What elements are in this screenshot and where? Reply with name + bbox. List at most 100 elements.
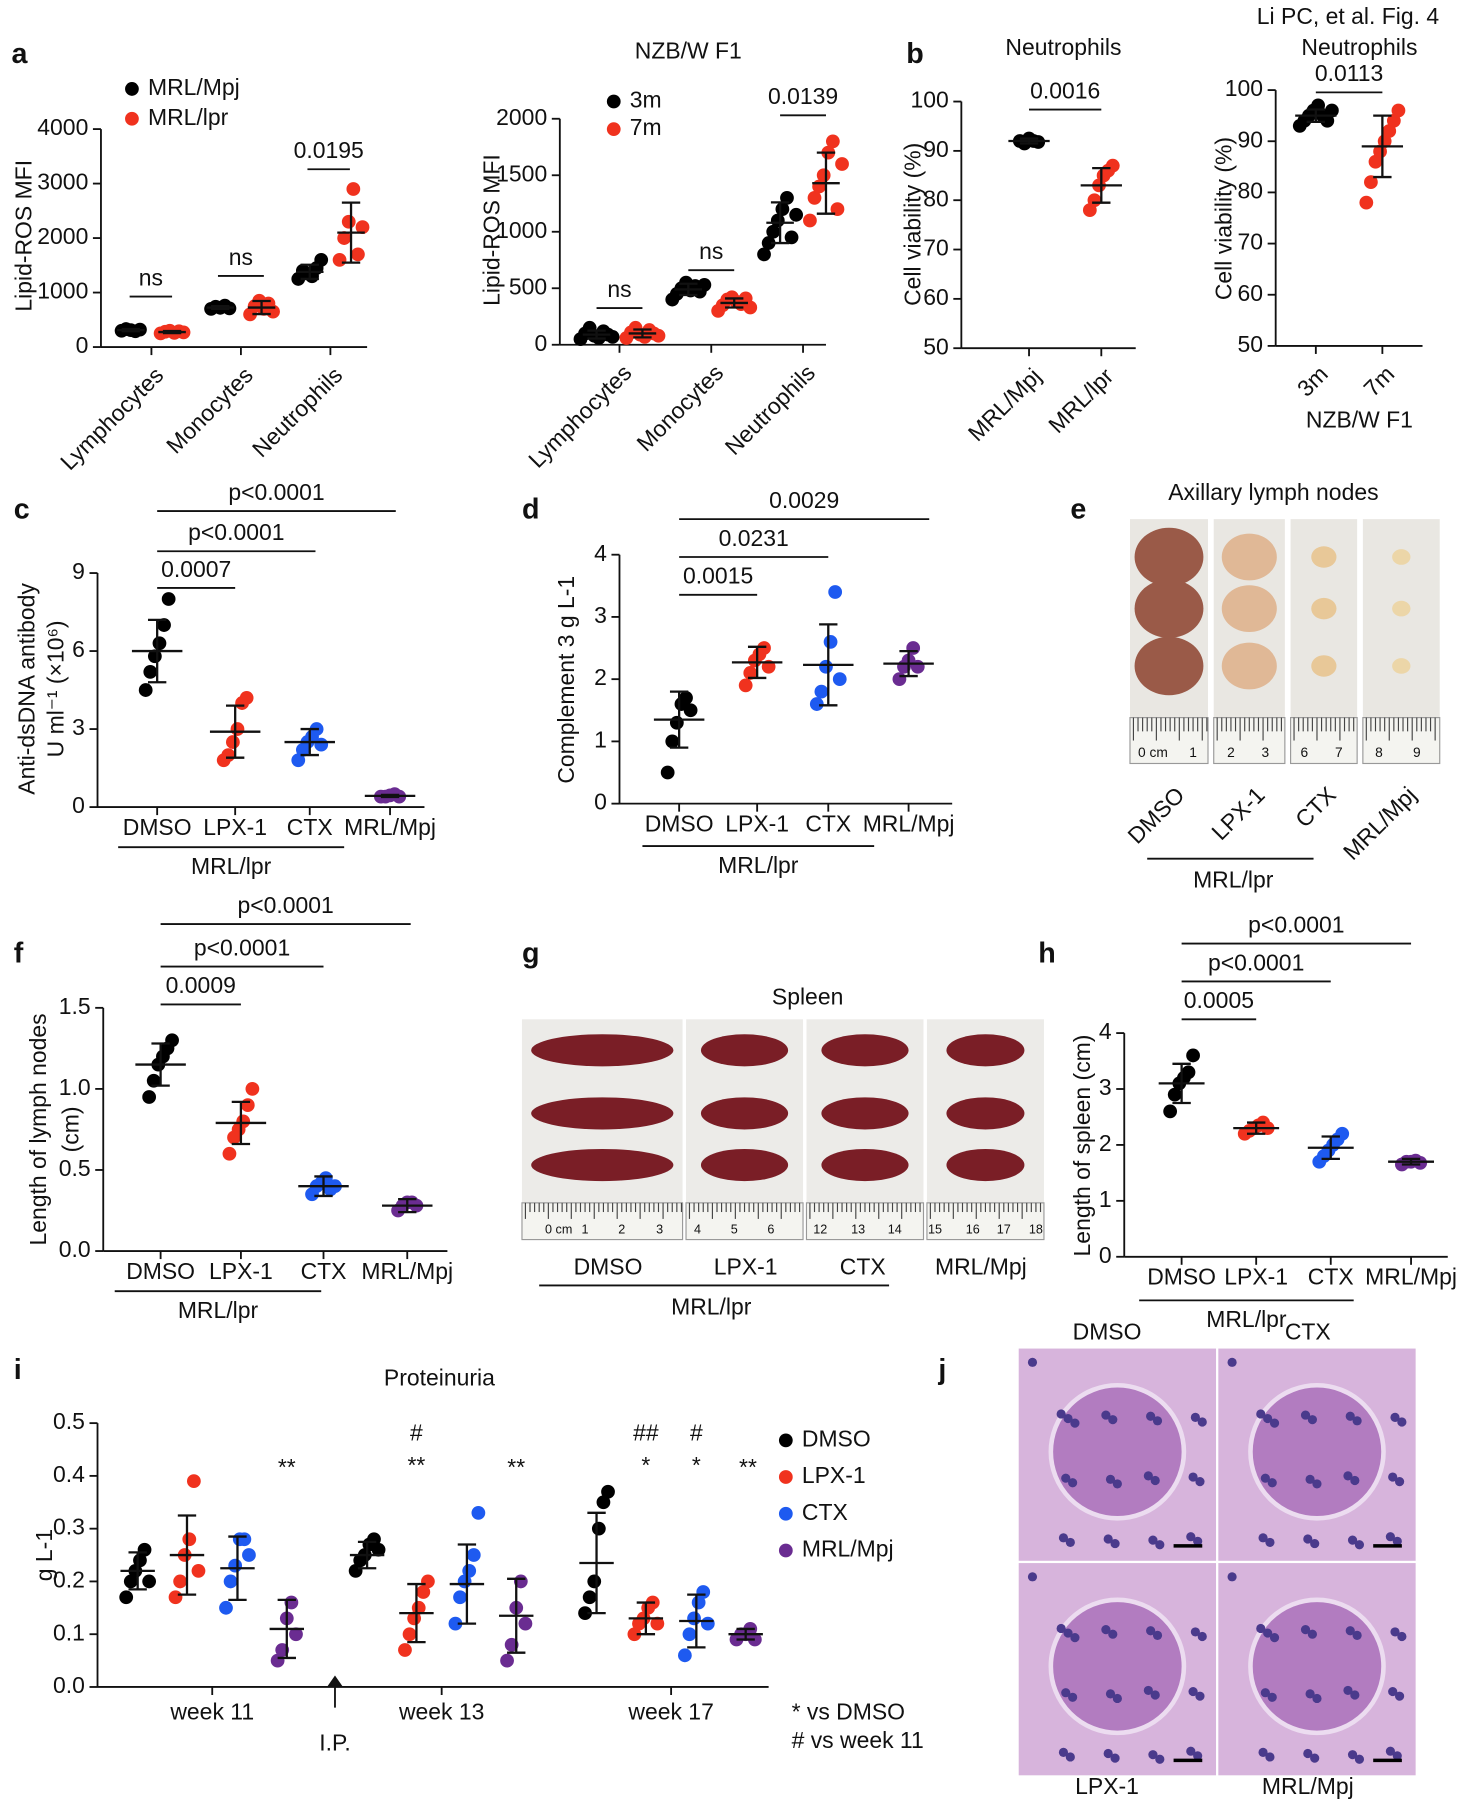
x-tick-label: Lymphocytes xyxy=(523,359,636,472)
ruler-label: 13 xyxy=(851,1223,865,1237)
y-axis-label: Cell viability (%) xyxy=(1210,137,1236,300)
y-axis-label: Complement 3 g L-1 xyxy=(553,576,579,784)
data-point xyxy=(351,247,365,262)
nucleus xyxy=(1193,1536,1203,1546)
y-tick-label: 1000 xyxy=(496,217,547,243)
y-tick-label: 0.2 xyxy=(53,1566,85,1592)
y-tick-label: 0 xyxy=(534,330,547,356)
chart-header: Li PC, et al. Fig. 4 xyxy=(1257,3,1440,29)
ruler-label: 8 xyxy=(1375,745,1383,760)
nucleus xyxy=(1312,1479,1322,1489)
ruler-label: 17 xyxy=(997,1223,1011,1237)
nucleus xyxy=(1063,1413,1073,1424)
x-tick-label: 7m xyxy=(1358,361,1399,402)
nucleus xyxy=(1190,1627,1200,1637)
nucleus xyxy=(1260,1473,1270,1483)
nucleus xyxy=(1310,1538,1320,1549)
data-point xyxy=(239,690,254,705)
nucleus xyxy=(1312,1693,1322,1704)
data-point xyxy=(809,697,824,711)
x-tick-label: Lymphocytes xyxy=(55,362,168,475)
nucleus xyxy=(1070,1633,1080,1643)
spleen xyxy=(821,1097,909,1130)
chart-title: Neutrophils xyxy=(1301,34,1417,60)
data-point xyxy=(168,1590,183,1605)
legend-label: CTX xyxy=(802,1499,848,1525)
panel-letter: i xyxy=(14,1354,22,1386)
group-label: MRL/lpr xyxy=(671,1293,752,1319)
ruler-label: 12 xyxy=(813,1223,827,1237)
data-point xyxy=(123,1574,138,1589)
data-point xyxy=(835,157,849,171)
ruler-label: 3 xyxy=(1262,745,1270,760)
nucleus xyxy=(1394,1691,1405,1701)
x-tick-label: LPX-1 xyxy=(725,810,789,836)
nucleus xyxy=(1310,1753,1320,1763)
nucleus xyxy=(1269,1633,1280,1643)
nucleus xyxy=(1385,1532,1395,1542)
nucleus xyxy=(1105,1474,1116,1484)
nucleus xyxy=(1390,1412,1400,1422)
data-point xyxy=(669,715,684,730)
data-point xyxy=(743,666,758,680)
data-point xyxy=(173,1574,187,1589)
data-point xyxy=(1163,1104,1178,1119)
nucleus xyxy=(1354,1540,1365,1550)
data-point xyxy=(245,1082,260,1096)
photo-label: DMSO xyxy=(1073,1319,1142,1345)
data-point xyxy=(314,252,329,267)
photo-label: CTX xyxy=(1290,782,1341,833)
legend-label: MRL/Mpj xyxy=(148,74,240,100)
nucleus xyxy=(1300,1625,1311,1635)
note: * vs DMSO xyxy=(792,1698,905,1724)
nucleus xyxy=(1269,1418,1280,1428)
y-tick-label: 4000 xyxy=(37,114,88,140)
x-tick-label: MRL/Mpj xyxy=(361,1258,453,1284)
legend-label: DMSO xyxy=(802,1425,871,1451)
ruler-label: 1 xyxy=(582,1223,589,1237)
spleen xyxy=(946,1034,1025,1067)
x-axis-label: NZB/W F1 xyxy=(1306,407,1413,433)
nucleus xyxy=(1143,1471,1153,1481)
legend-label: LPX-1 xyxy=(802,1462,866,1488)
nucleus xyxy=(1146,1411,1156,1421)
x-tick-label: MRL/Mpj xyxy=(863,810,955,836)
x-tick-label: CTX xyxy=(805,810,851,836)
nucleus xyxy=(1263,1628,1273,1638)
spleen xyxy=(700,1097,789,1130)
data-point xyxy=(605,329,620,344)
data-point xyxy=(518,1616,533,1631)
y-axis-label: U ml⁻¹ (×10⁶) xyxy=(42,620,68,757)
comparison-label: 0.0016 xyxy=(1030,77,1100,103)
data-point xyxy=(651,328,666,343)
x-tick-label: 3m xyxy=(1292,361,1333,402)
y-tick-label: 3 xyxy=(72,714,85,740)
data-point xyxy=(892,672,907,687)
data-point xyxy=(332,252,347,267)
ruler-label: 9 xyxy=(1413,745,1421,760)
data-point xyxy=(587,1574,602,1589)
y-tick-label: 2000 xyxy=(496,104,547,130)
spleen xyxy=(946,1097,1025,1130)
y-tick-label: 60 xyxy=(1238,280,1264,306)
arrow-label: I.P. xyxy=(319,1729,350,1755)
data-point xyxy=(766,224,781,239)
nucleus xyxy=(1197,1631,1207,1642)
nucleus xyxy=(1056,1409,1066,1419)
glomerulus xyxy=(1248,1382,1386,1521)
comparison-label: 0.0231 xyxy=(719,525,789,551)
data-point xyxy=(825,134,840,149)
data-point xyxy=(814,684,829,699)
data-point xyxy=(341,214,356,229)
data-point xyxy=(275,1643,290,1657)
x-tick-label: LPX-1 xyxy=(203,814,267,840)
data-point xyxy=(757,641,771,655)
y-axis-label: (cm) xyxy=(57,1107,83,1153)
data-point xyxy=(1359,195,1374,210)
legend-marker xyxy=(778,1543,793,1558)
nucleus xyxy=(1350,1690,1360,1700)
data-point xyxy=(660,765,675,780)
x-tick-label: DMSO xyxy=(126,1258,195,1284)
y-tick-label: 0 xyxy=(76,332,89,358)
data-point xyxy=(601,1484,615,1499)
